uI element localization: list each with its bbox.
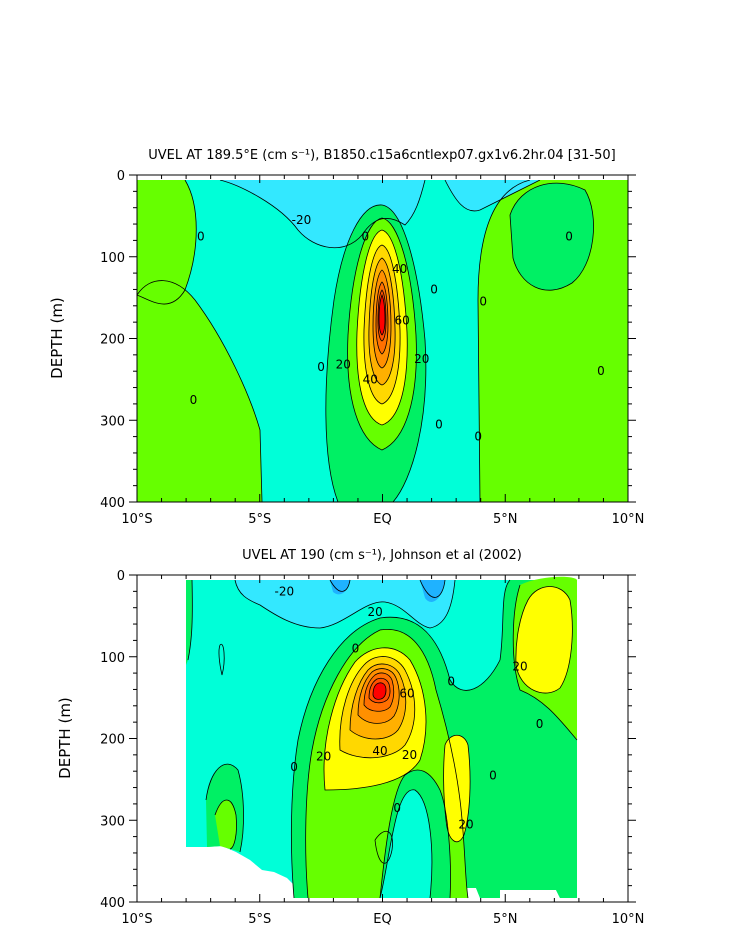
bottom-contour-label: 0 bbox=[447, 674, 455, 688]
band-p20 bbox=[443, 735, 471, 842]
top-panel: UVEL AT 189.5°E (cm s⁻¹), B1850.c15a6cnt… bbox=[48, 148, 644, 527]
top-contour-label: 0 bbox=[479, 295, 487, 309]
top-contour-label: 0 bbox=[565, 229, 573, 243]
bottom-contour-label: 0 bbox=[489, 768, 497, 782]
bottom-x-tick-label: 10°S bbox=[121, 912, 152, 927]
band-p10 bbox=[137, 280, 262, 502]
bottom-contour-label: 0 bbox=[290, 760, 298, 774]
bottom-contour-label: 60 bbox=[399, 687, 414, 701]
top-contour-label: -20 bbox=[292, 213, 312, 227]
bottom-contour-lines bbox=[187, 579, 578, 899]
top-contour-label: 40 bbox=[392, 262, 407, 276]
top-x-tick-label: 10°S bbox=[121, 512, 152, 527]
top-contour-lines bbox=[137, 179, 594, 502]
band-p10 bbox=[215, 800, 237, 849]
bottom-y-tick-label: 0 bbox=[117, 569, 125, 584]
bottom-contour-label: 0 bbox=[352, 642, 360, 656]
bottom-y-tick-label: 200 bbox=[100, 733, 125, 748]
band-p90 bbox=[379, 295, 385, 335]
top-x-tick-label: 10°N bbox=[612, 512, 645, 527]
top-contour-label: 0 bbox=[361, 229, 369, 243]
top-contour-label: 20 bbox=[336, 358, 351, 372]
top-contour-label: 20 bbox=[414, 352, 429, 366]
bottom-contour-label: 20 bbox=[512, 660, 527, 674]
band-p10 bbox=[137, 180, 197, 305]
top-y-tick-label: 400 bbox=[100, 496, 125, 511]
bottom-x-tick-label: 10°N bbox=[612, 912, 645, 927]
top-contour-label: 0 bbox=[317, 360, 325, 374]
bottom-y-tick-label: 100 bbox=[100, 651, 125, 666]
band-m20 bbox=[445, 180, 540, 211]
band-p90 bbox=[373, 682, 386, 700]
top-contour-label: 0 bbox=[430, 282, 438, 296]
top-contour-label: 0 bbox=[197, 229, 205, 243]
bottom-contour-label: 40 bbox=[372, 744, 387, 758]
top-contour-labels: -20 0 0 0 40 0 0 60 0 20 20 40 0 0 0 0 bbox=[190, 213, 605, 444]
bottom-contour-label: 20 bbox=[367, 605, 382, 619]
top-x-tick-label: EQ bbox=[373, 512, 391, 527]
top-y-tick-label: 100 bbox=[100, 251, 125, 266]
top-x-tick-label: 5°S bbox=[248, 512, 271, 527]
bottom-contour-fill bbox=[186, 576, 578, 899]
band-p0 bbox=[186, 580, 193, 665]
band-p20 bbox=[515, 586, 573, 694]
band-m20 bbox=[220, 180, 425, 248]
bottom-contour-label: 0 bbox=[536, 717, 544, 731]
bottom-contour-label: 20 bbox=[458, 817, 473, 831]
bottom-contour-label: 0 bbox=[393, 801, 401, 815]
top-ylabel: DEPTH (m) bbox=[48, 297, 66, 379]
top-contour-label: 0 bbox=[474, 430, 482, 444]
bottom-contour-label: -20 bbox=[274, 584, 294, 598]
top-contour-label: 40 bbox=[363, 372, 378, 386]
top-y-tick-label: 0 bbox=[117, 169, 125, 184]
bottom-x-tick-label: 5°S bbox=[248, 912, 271, 927]
top-contour-label: 0 bbox=[597, 364, 605, 378]
bottom-y-tick-label: 300 bbox=[100, 814, 125, 829]
top-contour-fill bbox=[137, 175, 628, 502]
top-title: UVEL AT 189.5°E (cm s⁻¹), B1850.c15a6cnt… bbox=[148, 148, 615, 163]
bottom-title: UVEL AT 190 (cm s⁻¹), Johnson et al (200… bbox=[242, 548, 522, 563]
band-p0 bbox=[510, 183, 594, 291]
bottom-contour-label: 20 bbox=[316, 749, 331, 763]
top-contour-label: 0 bbox=[190, 393, 198, 407]
bottom-ylabel: DEPTH (m) bbox=[56, 697, 74, 779]
bottom-y-tick-label: 400 bbox=[100, 896, 125, 911]
top-y-tick-label: 300 bbox=[100, 414, 125, 429]
top-contour-label: 60 bbox=[394, 314, 409, 328]
bottom-panel: UVEL AT 190 (cm s⁻¹), Johnson et al (200… bbox=[56, 548, 644, 927]
top-x-tick-label: 5°N bbox=[493, 512, 518, 527]
band-m20 bbox=[235, 580, 455, 628]
bottom-contour-labels: -20 20 0 0 60 20 0 40 20 20 0 0 0 20 bbox=[274, 584, 544, 831]
bottom-x-tick-label: EQ bbox=[373, 912, 391, 927]
bottom-x-tick-label: 5°N bbox=[493, 912, 518, 927]
top-contour-label: 0 bbox=[435, 417, 443, 431]
bottom-contour-label: 20 bbox=[402, 748, 417, 762]
top-y-tick-label: 200 bbox=[100, 333, 125, 348]
